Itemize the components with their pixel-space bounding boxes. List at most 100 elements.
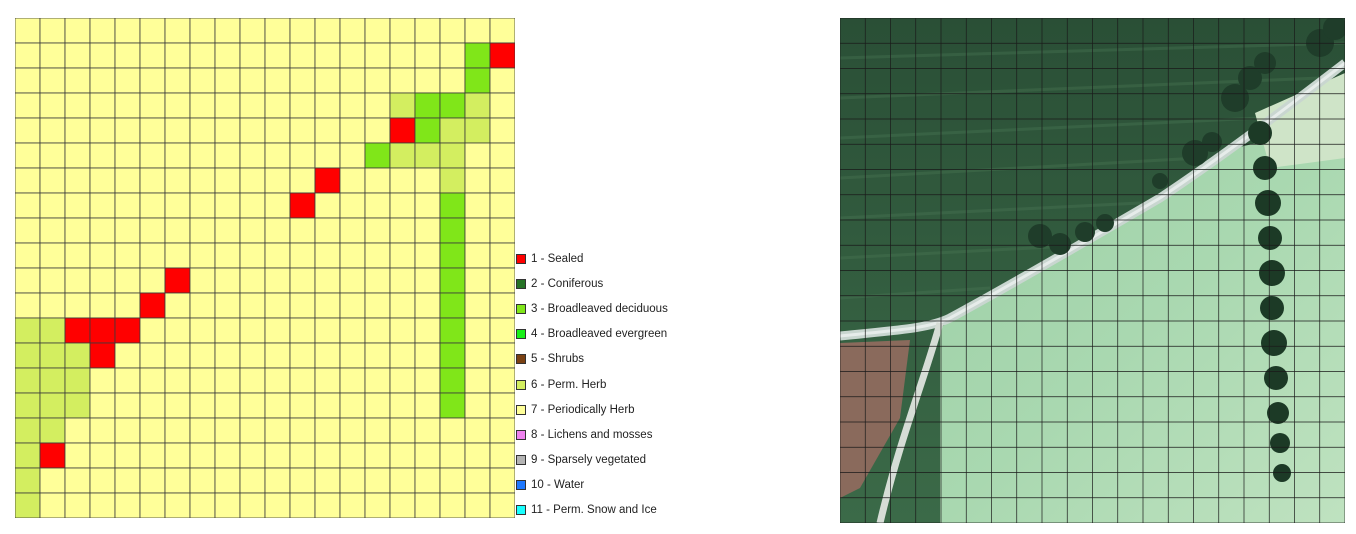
grid-cell xyxy=(364,417,391,444)
grid-cell xyxy=(15,142,41,169)
grid-cell xyxy=(164,292,191,319)
grid-cell xyxy=(264,67,291,94)
grid-cell xyxy=(464,42,491,69)
grid-cell xyxy=(264,367,291,394)
grid-cell xyxy=(139,92,166,119)
grid-cell xyxy=(464,417,491,444)
grid-cell xyxy=(39,292,66,319)
legend-swatch xyxy=(516,329,526,340)
grid-cell xyxy=(39,492,66,518)
grid-cell xyxy=(15,192,41,219)
grid-cell xyxy=(89,217,116,244)
grid-cell xyxy=(15,67,41,94)
grid-cell xyxy=(264,292,291,319)
grid-cell xyxy=(464,167,491,194)
grid-cell xyxy=(339,267,366,294)
grid-cell xyxy=(314,442,341,469)
grid-cell xyxy=(414,92,441,119)
grid-cell xyxy=(364,242,391,269)
grid-cell xyxy=(189,492,216,518)
grid-cell xyxy=(389,492,416,518)
grid-cell xyxy=(214,417,241,444)
grid-cell xyxy=(289,467,316,494)
grid-cell xyxy=(15,167,41,194)
grid-cell xyxy=(239,367,266,394)
legend-item: 4 - Broadleaved evergreen xyxy=(516,322,668,347)
grid-cell xyxy=(164,317,191,344)
grid-cell xyxy=(89,292,116,319)
grid-cell xyxy=(189,392,216,419)
grid-cell xyxy=(189,142,216,169)
grid-cell xyxy=(464,467,491,494)
grid-cell xyxy=(439,442,466,469)
grid-cell xyxy=(239,442,266,469)
grid-cell xyxy=(114,317,141,344)
grid-cell xyxy=(214,42,241,69)
grid-cell xyxy=(214,67,241,94)
grid-cell xyxy=(114,92,141,119)
grid-cell xyxy=(339,467,366,494)
grid-cell xyxy=(139,342,166,369)
grid-cell xyxy=(314,167,341,194)
grid-cell xyxy=(439,217,466,244)
legend-item: 10 - Water xyxy=(516,473,668,498)
grid-cell xyxy=(89,367,116,394)
grid-cell xyxy=(489,192,515,219)
grid-cell xyxy=(264,192,291,219)
grid-cell xyxy=(414,417,441,444)
grid-cell xyxy=(214,217,241,244)
grid-cell xyxy=(389,242,416,269)
grid-cell xyxy=(214,392,241,419)
grid-cell xyxy=(239,42,266,69)
grid-cell xyxy=(164,417,191,444)
grid-cell xyxy=(15,242,41,269)
grid-cell xyxy=(164,192,191,219)
grid-cell xyxy=(39,267,66,294)
grid-cell xyxy=(439,317,466,344)
grid-cell xyxy=(264,18,291,44)
grid-cell xyxy=(439,242,466,269)
grid-cell xyxy=(289,117,316,144)
grid-cell xyxy=(314,392,341,419)
legend-swatch xyxy=(516,354,526,365)
grid-cell xyxy=(364,342,391,369)
grid-cell xyxy=(389,267,416,294)
grid-cell xyxy=(489,467,515,494)
grid-cell xyxy=(339,342,366,369)
legend-label: 8 - Lichens and mosses xyxy=(531,428,653,441)
grid-cell xyxy=(239,267,266,294)
grid-cell xyxy=(239,392,266,419)
grid-cell xyxy=(464,242,491,269)
grid-cell xyxy=(164,42,191,69)
grid-cell xyxy=(114,242,141,269)
grid-cell xyxy=(389,442,416,469)
grid-cell xyxy=(414,492,441,518)
grid-cell xyxy=(389,192,416,219)
grid-cell xyxy=(439,18,466,44)
grid-cell xyxy=(439,292,466,319)
imagery-grid-lines xyxy=(840,18,1345,523)
grid-cell xyxy=(489,167,515,194)
grid-cell xyxy=(389,292,416,319)
grid-cell xyxy=(139,467,166,494)
grid-cell xyxy=(139,167,166,194)
grid-cell xyxy=(189,117,216,144)
grid-cell xyxy=(439,367,466,394)
grid-cell xyxy=(39,217,66,244)
grid-cell xyxy=(364,67,391,94)
grid-cell xyxy=(39,142,66,169)
grid-cell xyxy=(414,18,441,44)
grid-cell xyxy=(289,42,316,69)
grid-cell xyxy=(114,442,141,469)
grid-cell xyxy=(364,142,391,169)
grid-cell xyxy=(64,317,91,344)
grid-cell xyxy=(214,367,241,394)
grid-cell xyxy=(89,317,116,344)
grid-cell xyxy=(389,67,416,94)
grid-cell xyxy=(264,467,291,494)
grid-cell xyxy=(239,217,266,244)
legend-swatch xyxy=(516,429,526,440)
grid-cell xyxy=(339,18,366,44)
grid-cell xyxy=(264,92,291,119)
grid-cell xyxy=(464,217,491,244)
